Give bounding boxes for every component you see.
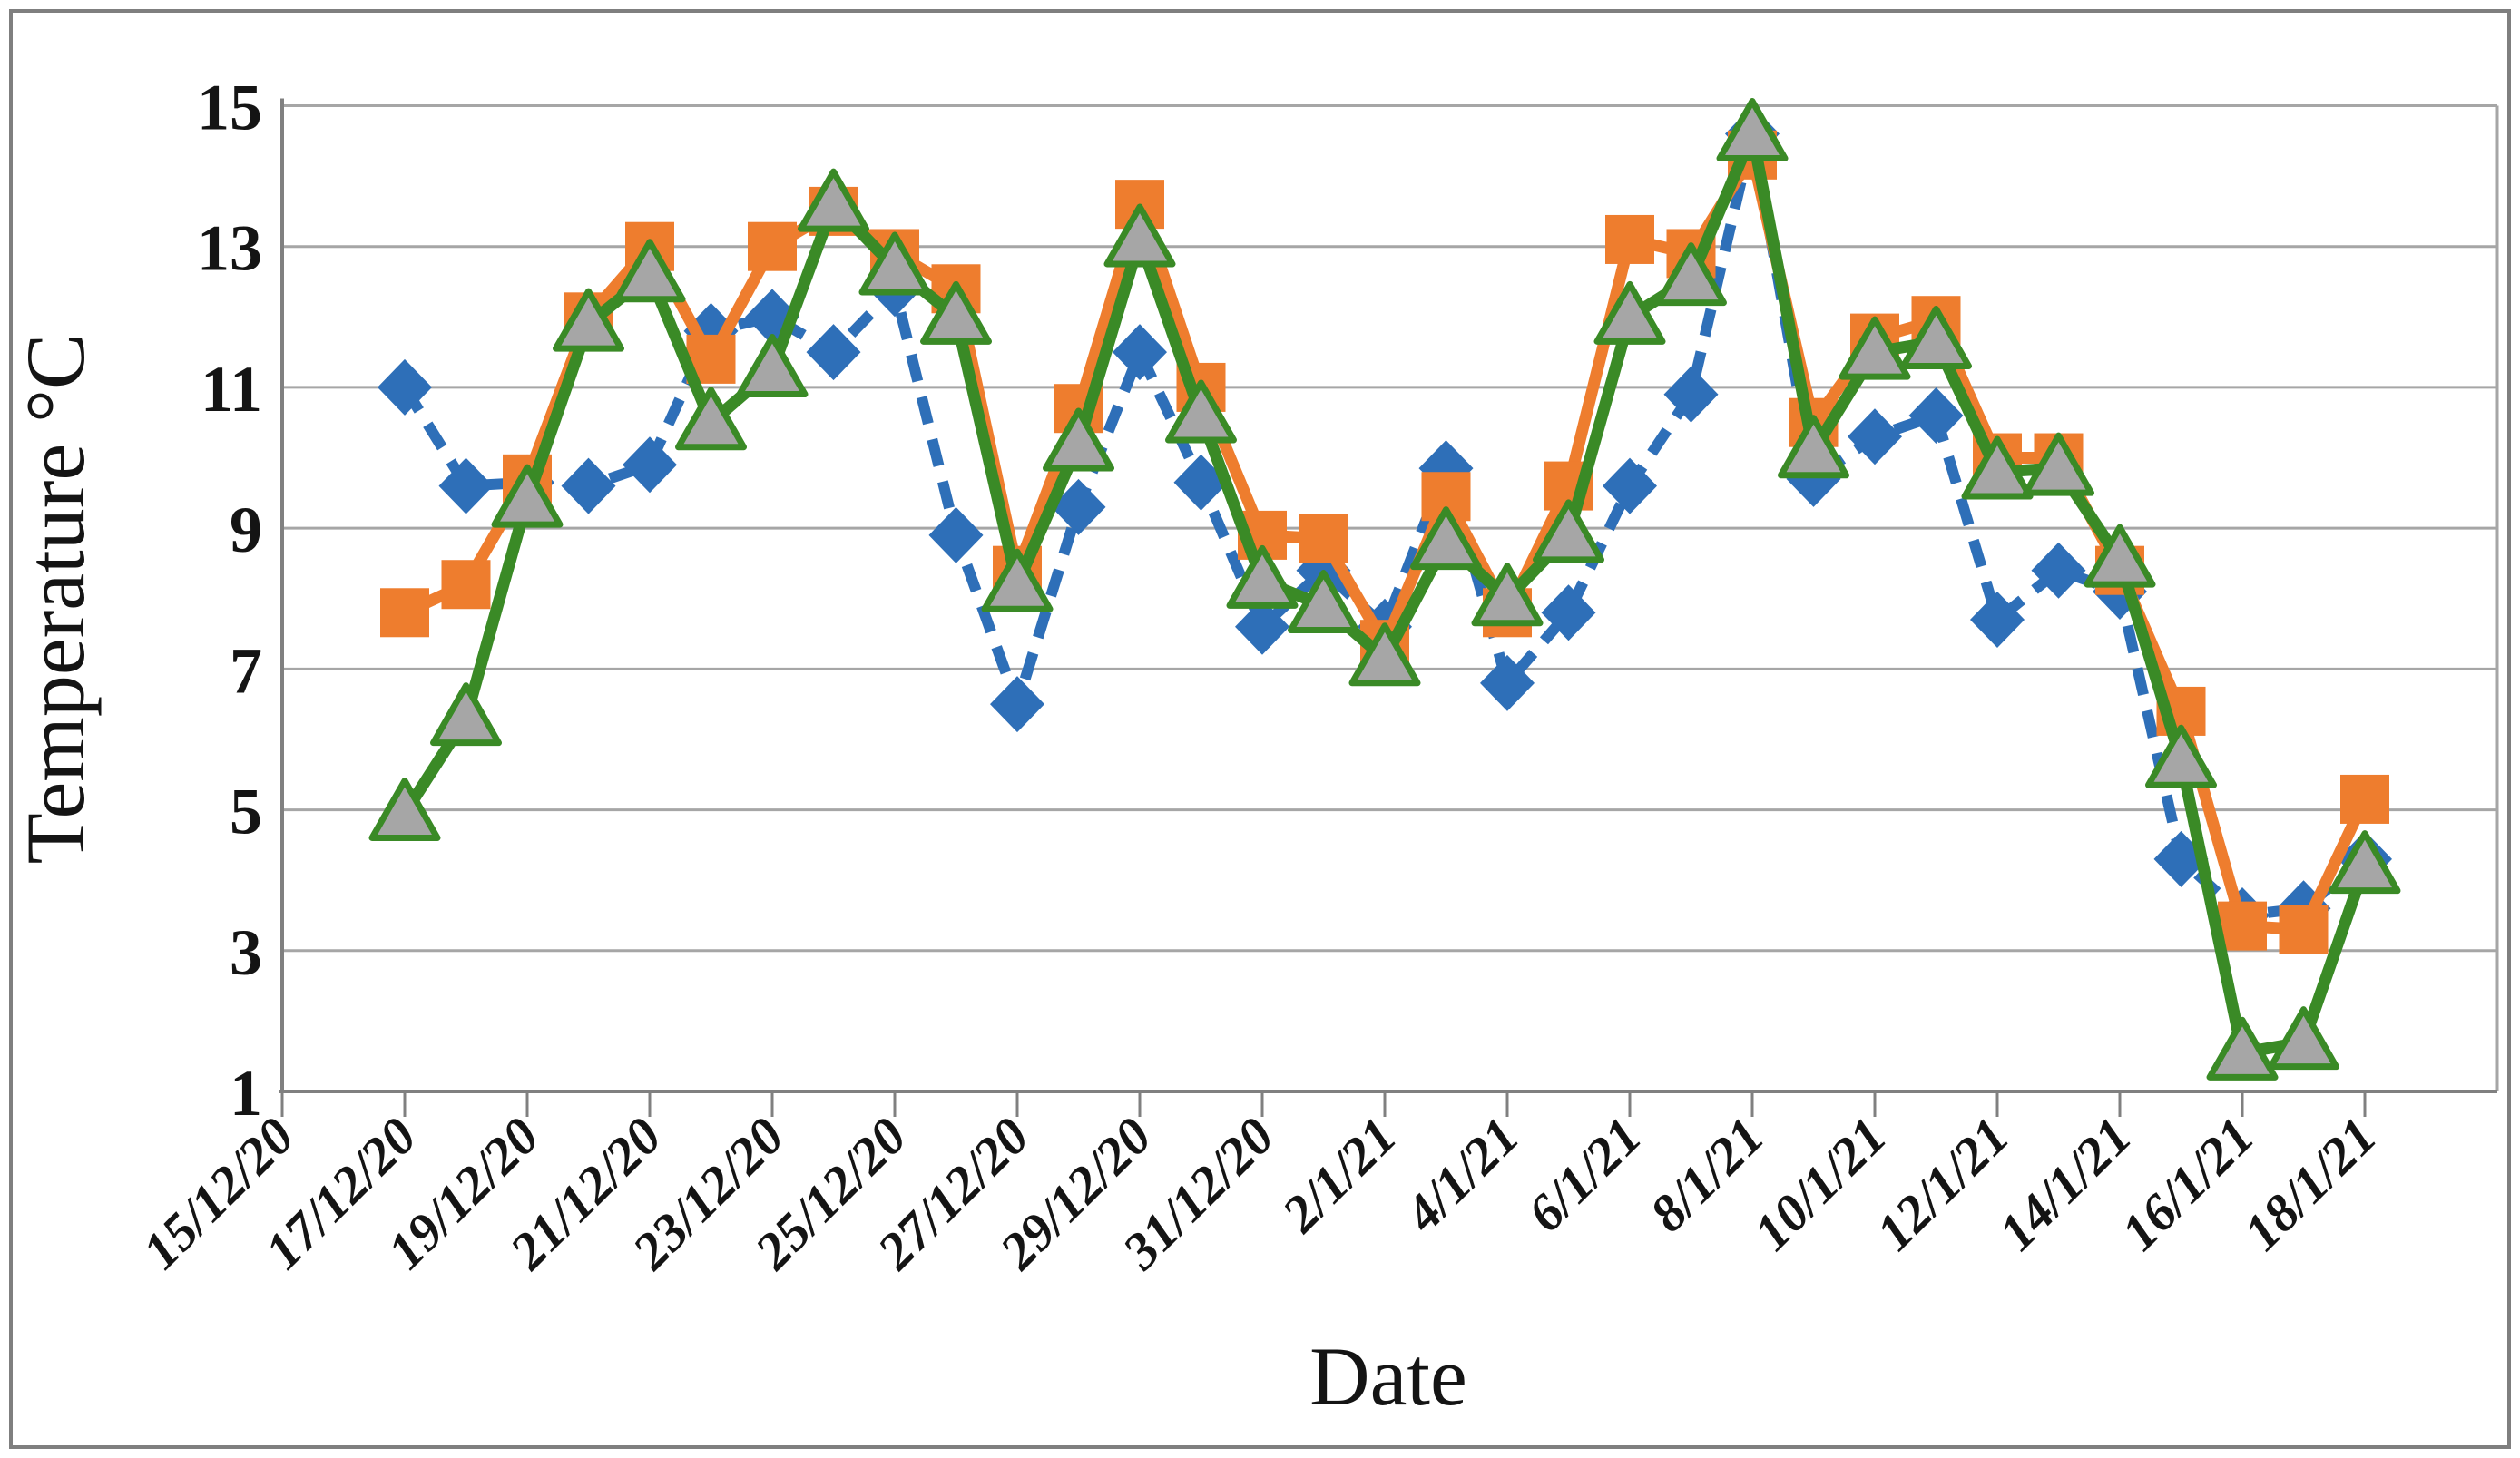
blue-dashed-diamond-marker <box>623 436 677 494</box>
y-tick-label: 5 <box>230 776 262 848</box>
green-triangle-marker <box>1593 280 1666 345</box>
data-series <box>368 98 2401 1081</box>
blue-dashed-diamond-marker <box>928 506 984 563</box>
x-tick-label: 4/1/21 <box>1393 1106 1530 1243</box>
green-triangle-marker <box>1655 242 1727 307</box>
green-triangle-marker <box>1288 570 1359 634</box>
green-triangle-marker <box>1839 316 1911 380</box>
x-tick-label: 2/1/21 <box>1270 1106 1407 1243</box>
gridlines <box>282 104 2499 1091</box>
y-tick-label: 1 <box>230 1057 262 1130</box>
blue-dashed-diamond-marker <box>1970 592 2025 649</box>
green-triangle-marker <box>613 239 686 303</box>
green-triangle-marker <box>2023 432 2094 496</box>
green-triangle-marker <box>2206 1016 2279 1081</box>
x-tick-label: 6/1/21 <box>1515 1106 1652 1243</box>
y-tick-label: 9 <box>230 494 262 566</box>
y-tick-label: 13 <box>197 212 262 285</box>
green-triangle-marker <box>1716 98 1789 162</box>
orange-square-marker <box>2340 774 2389 824</box>
y-tick-label: 15 <box>197 72 262 144</box>
tick-labels: 1357911131515/12/2017/12/2019/12/2021/12… <box>131 72 2388 1281</box>
blue-dashed-diamond-marker <box>1113 324 1167 381</box>
green-triangle-marker <box>2329 830 2401 895</box>
blue-dashed-diamond-marker <box>438 457 494 514</box>
green-triangle-marker <box>368 777 441 841</box>
blue-dashed-diamond-marker <box>1541 584 1596 641</box>
orange-square-marker <box>1299 514 1348 563</box>
blue-dashed-diamond-marker <box>806 324 861 381</box>
green-triangle-marker <box>1900 305 1972 369</box>
x-tick-label: 12/1/21 <box>1865 1106 2020 1261</box>
green-triangle-marker <box>2268 1006 2339 1071</box>
orange-square-marker <box>2279 905 2329 954</box>
green-triangle-marker <box>858 231 931 296</box>
x-tick-label: 14/1/21 <box>1987 1106 2142 1261</box>
green-triangle-marker <box>1778 415 1849 479</box>
blue-dashed-diamond-marker <box>1051 478 1106 535</box>
x-axis-title: Date <box>1309 1330 1467 1423</box>
orange-square-marker <box>748 221 797 271</box>
green-triangle-marker <box>1410 506 1482 571</box>
blue-dashed-diamond-marker <box>990 676 1044 733</box>
green-triangle-marker <box>1043 407 1114 472</box>
orange-square-marker <box>380 588 429 638</box>
y-axis-title: Temperature °C <box>9 334 102 865</box>
y-tick-label: 11 <box>201 353 262 426</box>
orange-square-line <box>402 149 2370 936</box>
green-triangle-marker <box>920 280 992 345</box>
orange-square-marker <box>1605 214 1654 264</box>
blue-dashed-diamond-marker <box>1908 387 1964 444</box>
x-tick-label: 18/1/21 <box>2232 1106 2388 1261</box>
green-triangle-marker <box>2145 724 2217 788</box>
green-triangle-marker <box>1165 379 1237 444</box>
green-triangle-marker <box>1103 203 1176 268</box>
y-tick-label: 7 <box>230 634 262 707</box>
blue-dashed-diamond-marker <box>1480 654 1535 711</box>
orange-square-marker <box>441 560 491 610</box>
blue-dashed-diamond-marker <box>378 358 432 416</box>
green-triangle-marker <box>1533 499 1604 563</box>
green-triangle-marker <box>553 288 624 352</box>
green-triangle-marker <box>491 464 564 528</box>
green-triangle-marker <box>675 387 747 451</box>
green-triangle-line <box>399 128 2371 1059</box>
blue-dashed-diamond-marker <box>561 457 616 514</box>
blue-dashed-diamond-marker <box>1663 366 1719 423</box>
orange-square-marker <box>2218 901 2267 951</box>
green-triangle-marker <box>1961 435 2034 500</box>
blue-dashed-diamond-marker <box>1235 598 1289 655</box>
y-tick-label: 3 <box>230 916 262 989</box>
x-tick-label: 10/1/21 <box>1742 1106 1897 1261</box>
green-triangle-marker <box>1471 563 1544 627</box>
x-tick-label: 16/1/21 <box>2110 1106 2265 1261</box>
blue-dashed-diamond-marker <box>1848 408 1902 465</box>
green-triangle-marker <box>1226 544 1299 609</box>
green-triangle-marker <box>798 168 869 232</box>
green-triangle-marker <box>981 548 1054 612</box>
green-triangle-marker <box>2084 524 2156 588</box>
green-triangle-marker <box>736 334 809 398</box>
green-triangle-marker <box>1348 622 1421 687</box>
blue-dashed-diamond-marker <box>2031 542 2086 599</box>
blue-dashed-diamond-line <box>399 128 2368 921</box>
blue-dashed-diamond-marker <box>1603 457 1657 514</box>
green-triangle-marker <box>430 682 502 747</box>
outer-border <box>9 9 2511 1449</box>
axes <box>279 98 2497 1117</box>
